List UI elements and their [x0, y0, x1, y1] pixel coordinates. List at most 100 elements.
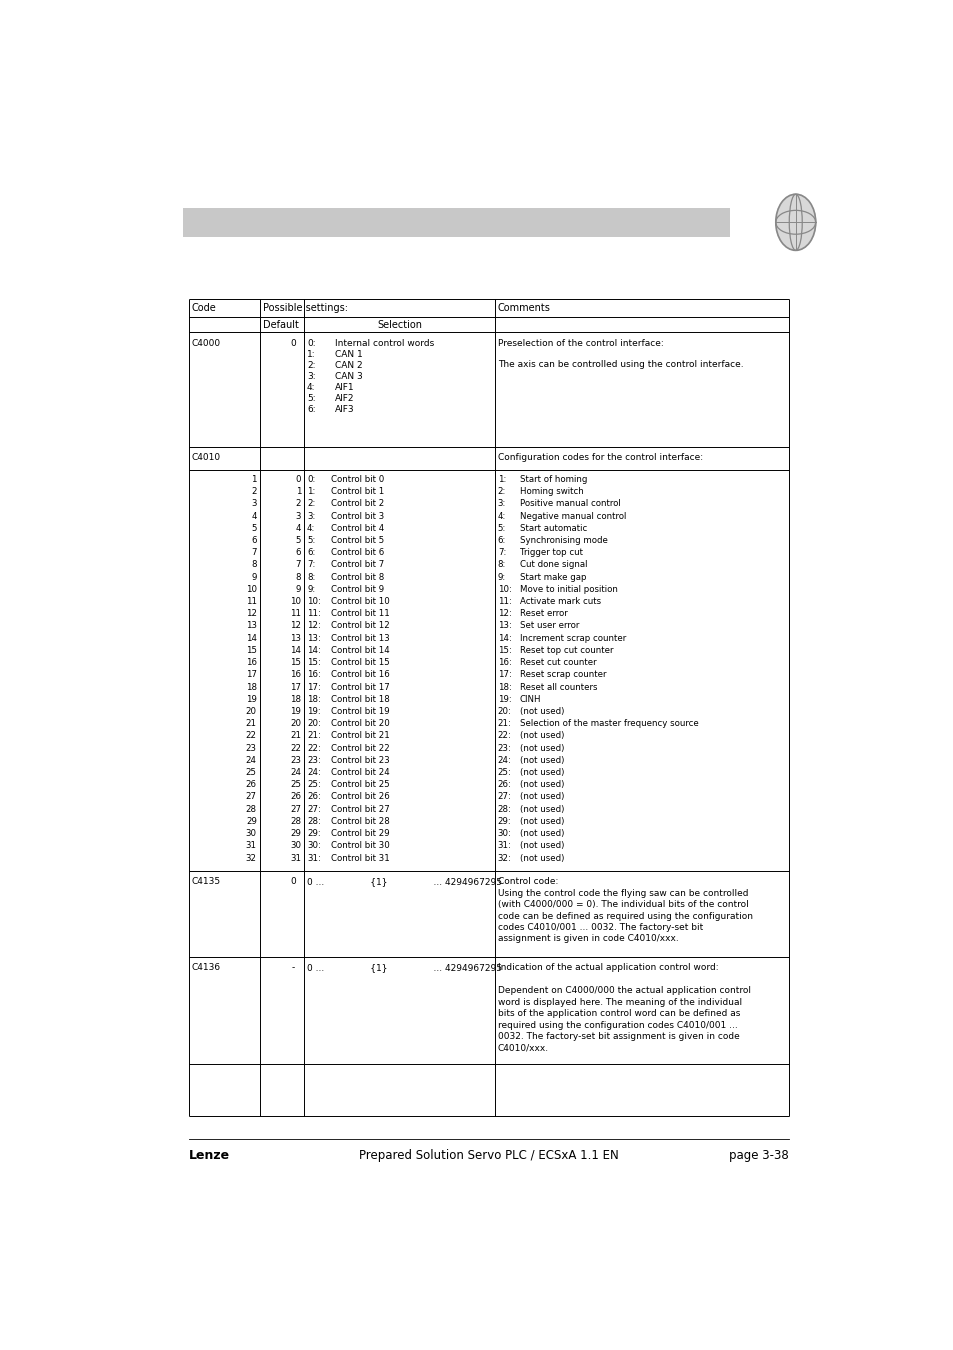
Text: Homing switch: Homing switch	[519, 487, 583, 495]
Text: 3: 3	[251, 500, 256, 509]
Text: 9: 9	[295, 585, 301, 594]
Text: 2: 2	[251, 487, 256, 495]
Text: 15: 15	[290, 657, 301, 667]
Text: Default: Default	[262, 320, 298, 329]
Circle shape	[775, 194, 815, 250]
Text: 2:: 2:	[497, 487, 506, 495]
Text: 6: 6	[295, 548, 301, 558]
Text: 15: 15	[246, 645, 256, 655]
Text: (not used): (not used)	[519, 817, 564, 826]
Text: Internal control words
CAN 1
CAN 2
CAN 3
AIF1
AIF2
AIF3: Internal control words CAN 1 CAN 2 CAN 3…	[335, 339, 434, 414]
Text: Control bit 1: Control bit 1	[331, 487, 383, 495]
Text: 22: 22	[246, 732, 256, 740]
Text: 29: 29	[246, 817, 256, 826]
Text: Control bit 4: Control bit 4	[331, 524, 383, 533]
Text: 3:: 3:	[497, 500, 506, 509]
Text: 8:: 8:	[307, 572, 315, 582]
Text: Reset all counters: Reset all counters	[519, 683, 597, 691]
Text: C4136: C4136	[192, 964, 220, 972]
Text: Control bit 15: Control bit 15	[331, 657, 389, 667]
Text: 23: 23	[246, 744, 256, 752]
Text: 20:: 20:	[307, 720, 320, 728]
Text: 32: 32	[246, 853, 256, 863]
Text: 30: 30	[246, 829, 256, 838]
Text: -: -	[291, 964, 294, 972]
Text: Control bit 9: Control bit 9	[331, 585, 383, 594]
Text: Control bit 23: Control bit 23	[331, 756, 389, 765]
Text: Control bit 10: Control bit 10	[331, 597, 389, 606]
Text: Control bit 3: Control bit 3	[331, 512, 383, 521]
Text: 1: 1	[295, 487, 301, 495]
Text: 13: 13	[290, 633, 301, 643]
Text: Configuration codes for the control interface:: Configuration codes for the control inte…	[497, 454, 702, 462]
Text: 23: 23	[290, 756, 301, 765]
Text: 19:: 19:	[307, 707, 320, 716]
Text: 14: 14	[290, 645, 301, 655]
Text: Control bit 6: Control bit 6	[331, 548, 383, 558]
Text: (not used): (not used)	[519, 744, 564, 752]
Text: 29:: 29:	[497, 817, 511, 826]
Text: 0:
1:
2:
3:
4:
5:
6:: 0: 1: 2: 3: 4: 5: 6:	[307, 339, 315, 414]
Text: Start automatic: Start automatic	[519, 524, 587, 533]
Text: 0: 0	[290, 339, 295, 348]
Text: Selection of the master frequency source: Selection of the master frequency source	[519, 720, 698, 728]
Text: 25:: 25:	[307, 780, 320, 790]
Text: 8: 8	[295, 572, 301, 582]
Text: Move to initial position: Move to initial position	[519, 585, 618, 594]
Text: Control bit 16: Control bit 16	[331, 671, 389, 679]
Text: C4010: C4010	[192, 454, 220, 462]
Text: 26:: 26:	[307, 792, 320, 802]
Text: 18:: 18:	[307, 695, 320, 703]
Text: 26:: 26:	[497, 780, 511, 790]
Text: 3:: 3:	[307, 512, 315, 521]
Text: 8: 8	[251, 560, 256, 570]
Text: 25: 25	[246, 768, 256, 778]
Text: 7: 7	[251, 548, 256, 558]
Text: 30:: 30:	[497, 829, 511, 838]
Text: 26: 26	[246, 780, 256, 790]
Text: The axis can be controlled using the control interface.: The axis can be controlled using the con…	[497, 359, 742, 369]
Text: 1:: 1:	[307, 487, 315, 495]
Text: Start of homing: Start of homing	[519, 475, 587, 483]
Text: 28:: 28:	[307, 817, 320, 826]
Text: 22:: 22:	[307, 744, 320, 752]
Text: 4: 4	[295, 524, 301, 533]
Text: Control bit 11: Control bit 11	[331, 609, 389, 618]
Text: 18: 18	[246, 683, 256, 691]
Text: Lenze: Lenze	[189, 1149, 230, 1162]
Text: 25:: 25:	[497, 768, 511, 778]
Text: Control bit 12: Control bit 12	[331, 621, 389, 630]
Text: 5:: 5:	[307, 536, 315, 545]
Text: (not used): (not used)	[519, 768, 564, 778]
Text: (not used): (not used)	[519, 841, 564, 850]
Text: 24:: 24:	[497, 756, 511, 765]
Text: 30:: 30:	[307, 841, 320, 850]
Text: 14: 14	[246, 633, 256, 643]
Text: 0:: 0:	[307, 475, 315, 483]
Text: 5: 5	[251, 524, 256, 533]
Text: 20: 20	[290, 720, 301, 728]
Text: page 3-38: page 3-38	[729, 1149, 788, 1162]
Text: 9:: 9:	[307, 585, 314, 594]
Text: Control bit 28: Control bit 28	[331, 817, 389, 826]
Text: Activate mark cuts: Activate mark cuts	[519, 597, 600, 606]
Text: Control bit 21: Control bit 21	[331, 732, 389, 740]
Text: Preselection of the control interface:: Preselection of the control interface:	[497, 339, 663, 348]
Text: Negative manual control: Negative manual control	[519, 512, 626, 521]
Text: (not used): (not used)	[519, 756, 564, 765]
Text: 12:: 12:	[497, 609, 511, 618]
Text: 32:: 32:	[497, 853, 511, 863]
Text: 2: 2	[295, 500, 301, 509]
Text: 1:: 1:	[497, 475, 506, 483]
Text: 7:: 7:	[497, 548, 506, 558]
Text: 17:: 17:	[497, 671, 511, 679]
Text: 15:: 15:	[497, 645, 511, 655]
Text: (not used): (not used)	[519, 829, 564, 838]
Text: 0: 0	[290, 878, 295, 886]
Text: 6: 6	[251, 536, 256, 545]
Text: Indication of the actual application control word:

Dependent on C4000/000 the a: Indication of the actual application con…	[497, 964, 750, 1053]
Text: Reset cut counter: Reset cut counter	[519, 657, 596, 667]
Text: (not used): (not used)	[519, 780, 564, 790]
Text: Code: Code	[192, 302, 216, 313]
Text: Cut done signal: Cut done signal	[519, 560, 587, 570]
